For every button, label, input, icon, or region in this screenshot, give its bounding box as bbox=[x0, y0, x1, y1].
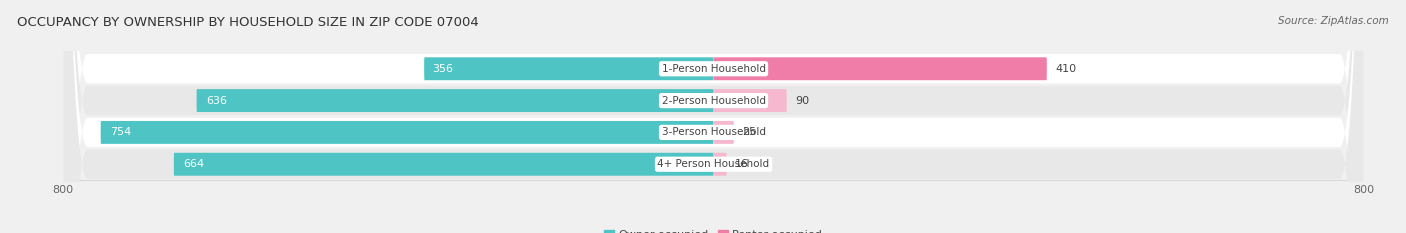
Text: 25: 25 bbox=[742, 127, 756, 137]
Text: 754: 754 bbox=[111, 127, 132, 137]
FancyBboxPatch shape bbox=[63, 0, 1364, 233]
Text: 356: 356 bbox=[432, 64, 453, 74]
FancyBboxPatch shape bbox=[101, 121, 713, 144]
FancyBboxPatch shape bbox=[713, 57, 1047, 80]
Text: 2-Person Household: 2-Person Household bbox=[662, 96, 765, 106]
Text: 664: 664 bbox=[184, 159, 205, 169]
Text: 90: 90 bbox=[794, 96, 808, 106]
Text: 410: 410 bbox=[1054, 64, 1076, 74]
FancyBboxPatch shape bbox=[713, 153, 727, 176]
FancyBboxPatch shape bbox=[63, 0, 1364, 233]
Text: 3-Person Household: 3-Person Household bbox=[662, 127, 765, 137]
FancyBboxPatch shape bbox=[174, 153, 713, 176]
Text: 636: 636 bbox=[207, 96, 228, 106]
Text: 16: 16 bbox=[735, 159, 748, 169]
FancyBboxPatch shape bbox=[63, 0, 1364, 233]
Text: 1-Person Household: 1-Person Household bbox=[662, 64, 765, 74]
Legend: Owner-occupied, Renter-occupied: Owner-occupied, Renter-occupied bbox=[599, 225, 828, 233]
FancyBboxPatch shape bbox=[713, 89, 787, 112]
Text: OCCUPANCY BY OWNERSHIP BY HOUSEHOLD SIZE IN ZIP CODE 07004: OCCUPANCY BY OWNERSHIP BY HOUSEHOLD SIZE… bbox=[17, 16, 478, 29]
Text: 4+ Person Household: 4+ Person Household bbox=[658, 159, 769, 169]
FancyBboxPatch shape bbox=[197, 89, 713, 112]
FancyBboxPatch shape bbox=[713, 121, 734, 144]
FancyBboxPatch shape bbox=[63, 0, 1364, 233]
Text: Source: ZipAtlas.com: Source: ZipAtlas.com bbox=[1278, 16, 1389, 26]
FancyBboxPatch shape bbox=[425, 57, 713, 80]
